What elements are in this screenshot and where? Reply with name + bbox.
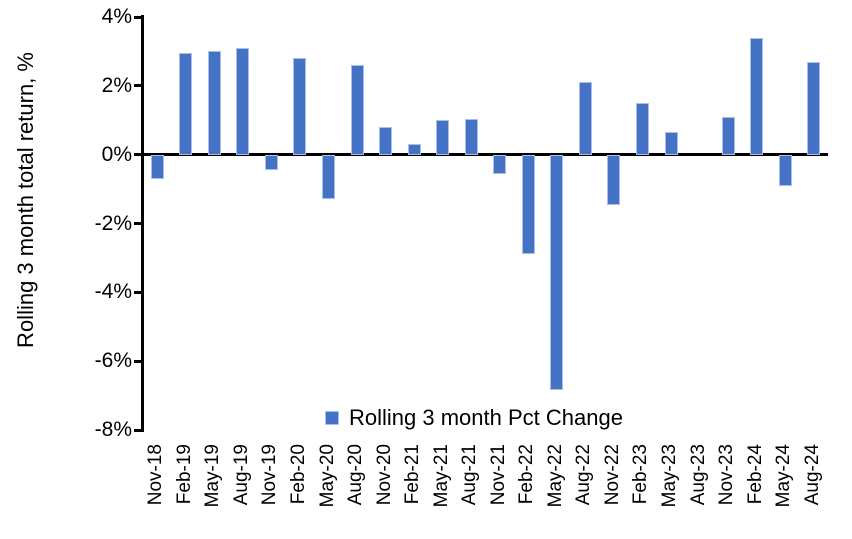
y-axis-title: Rolling 3 month total return, % [13, 52, 38, 348]
x-tick-label: Nov-23 [716, 444, 738, 506]
y-tick-label: -2% [94, 211, 132, 235]
bar-Nov-18 [150, 154, 164, 179]
bar-Feb-19 [179, 53, 193, 155]
bar-Feb-22 [521, 154, 535, 255]
x-tick-label: Feb-22 [516, 444, 538, 505]
zero-baseline [141, 153, 828, 157]
y-tick-mark [134, 428, 144, 432]
bar-Feb-23 [635, 103, 649, 155]
bar-Aug-22 [578, 82, 592, 155]
x-tick-label: Aug-19 [230, 444, 252, 506]
y-tick-label: 0% [101, 142, 132, 166]
x-tick-label: Nov-20 [373, 444, 395, 506]
y-tick-label: 4% [101, 5, 132, 28]
x-tick-label: Aug-24 [801, 444, 823, 506]
y-tick-label: -4% [94, 280, 132, 304]
y-tick-mark [134, 84, 144, 88]
x-tick-label: Feb-23 [630, 444, 652, 505]
x-tick-label: Aug-22 [573, 444, 595, 506]
bar-Nov-23 [721, 116, 735, 155]
y-axis-line [141, 15, 144, 432]
x-tick-label: Feb-19 [173, 444, 195, 505]
x-tick-label: May-20 [316, 444, 338, 508]
y-tick-label: -6% [94, 349, 132, 373]
bar-Nov-19 [264, 154, 278, 171]
x-tick-label: May-22 [544, 444, 566, 508]
y-tick-mark [134, 222, 144, 225]
x-tick-label: May-23 [659, 444, 681, 508]
bar-Aug-19 [236, 47, 250, 155]
bar-May-24 [778, 154, 792, 186]
y-tick-mark [134, 290, 144, 294]
x-tick-label: May-24 [773, 444, 795, 508]
bar-May-20 [322, 154, 336, 200]
bar-Feb-21 [407, 144, 421, 155]
bar-Nov-22 [607, 154, 621, 205]
bar-Aug-21 [464, 118, 478, 155]
x-tick-label: Feb-24 [744, 444, 766, 505]
y-tick-label: 2% [101, 73, 132, 97]
y-tick-mark [134, 153, 144, 157]
bar-May-22 [550, 154, 564, 391]
x-tick-label: May-21 [430, 444, 452, 508]
x-tick-label: Nov-19 [259, 444, 281, 506]
bar-Aug-24 [807, 61, 821, 155]
y-tick-mark [134, 359, 144, 363]
bar-May-21 [436, 120, 450, 155]
legend-label: Rolling 3 month Pct Change [349, 405, 623, 430]
x-tick-label: Feb-20 [287, 444, 309, 505]
x-tick-label: Aug-21 [459, 444, 481, 506]
x-tick-label: May-19 [202, 444, 224, 508]
x-tick-label: Nov-21 [487, 444, 509, 506]
legend: Rolling 3 month Pct Change [325, 405, 623, 431]
bar-Feb-20 [293, 58, 307, 155]
bar-Aug-20 [350, 65, 364, 155]
x-tick-label: Nov-18 [145, 444, 167, 506]
legend-marker-icon [325, 411, 339, 425]
bar-Feb-24 [750, 37, 764, 155]
bar-Nov-21 [493, 154, 507, 174]
x-tick-label: Aug-20 [345, 444, 367, 506]
bar-May-19 [207, 51, 221, 155]
bar-Nov-20 [379, 127, 393, 155]
y-tick-mark [134, 15, 144, 19]
y-tick-label: -8% [94, 418, 132, 441]
x-tick-label: Nov-22 [601, 444, 623, 506]
x-tick-label: Aug-23 [687, 444, 709, 506]
bar-May-23 [664, 132, 678, 155]
x-tick-label: Feb-21 [402, 444, 424, 505]
